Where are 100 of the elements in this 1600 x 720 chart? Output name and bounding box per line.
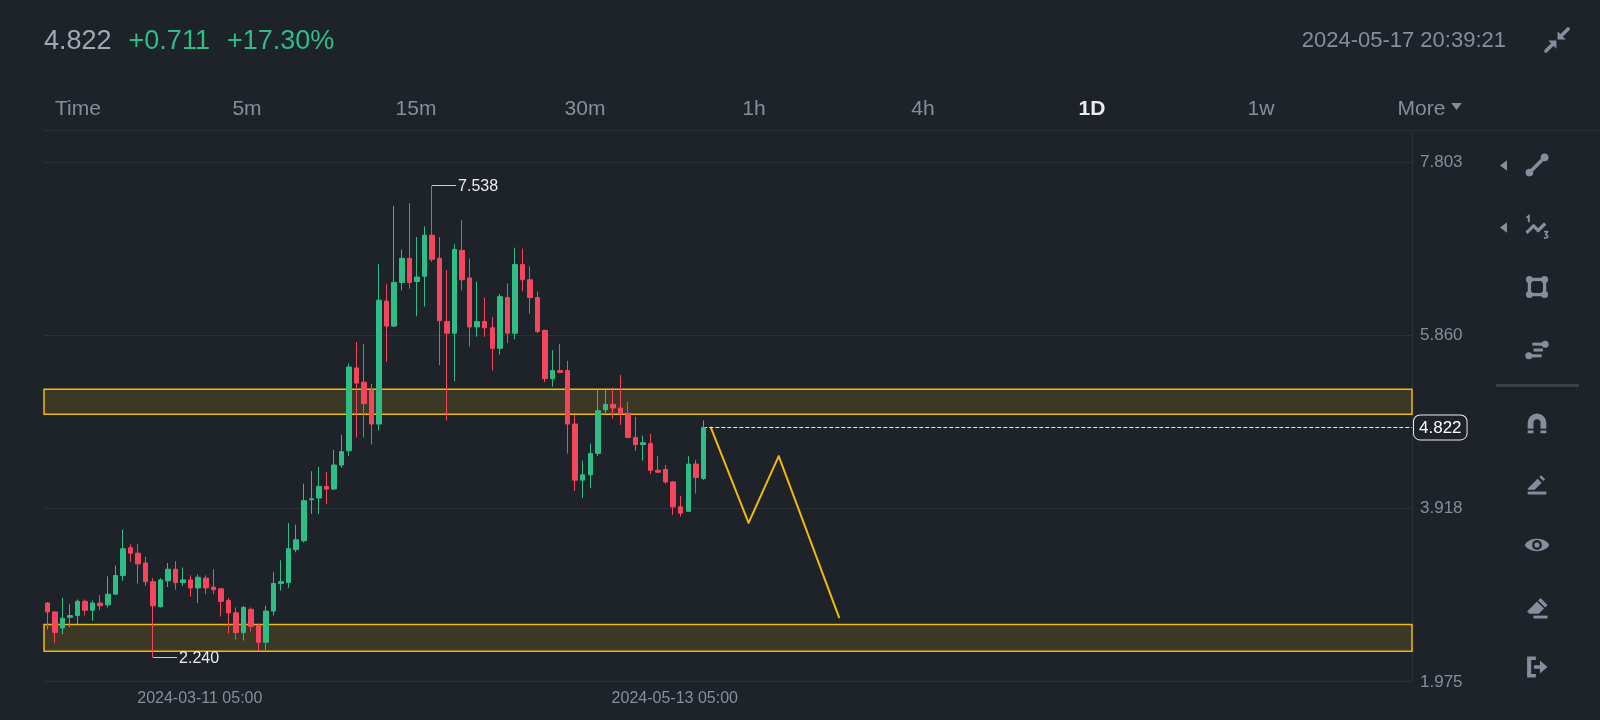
candlestick xyxy=(625,401,631,439)
candlestick xyxy=(490,316,495,372)
candlestick xyxy=(467,257,472,348)
candlestick xyxy=(422,225,427,307)
candlestick xyxy=(339,434,344,469)
candlestick xyxy=(165,562,171,588)
candlestick xyxy=(158,577,163,609)
y-tick-label: 1.975 xyxy=(1420,671,1463,691)
candlestick xyxy=(391,205,397,328)
candlestick xyxy=(557,343,563,374)
candlestick xyxy=(527,265,533,315)
text: 1D xyxy=(1078,96,1106,119)
candlestick xyxy=(633,416,638,452)
candlestick xyxy=(60,597,65,635)
candlestick xyxy=(120,529,126,582)
candlestick xyxy=(226,597,231,634)
candlestick xyxy=(595,388,601,457)
candlestick xyxy=(346,362,352,457)
candlestick xyxy=(572,414,578,492)
candlestick xyxy=(211,568,216,595)
candlestick xyxy=(301,483,307,543)
candlestick xyxy=(82,599,88,617)
candlestick xyxy=(45,601,50,631)
candlestick xyxy=(180,566,186,587)
candlestick xyxy=(407,202,412,290)
candlestick xyxy=(52,610,58,644)
candlestick xyxy=(361,343,367,438)
candlestick xyxy=(233,607,239,641)
candlestick xyxy=(414,236,420,317)
candlestick xyxy=(701,419,706,481)
candlestick xyxy=(520,248,525,292)
text: More xyxy=(1397,96,1446,119)
annotation: 7.538 xyxy=(458,177,499,195)
candlestick xyxy=(670,480,676,516)
candlestick xyxy=(105,575,111,609)
candlestick xyxy=(376,263,382,431)
candlestick xyxy=(459,219,465,291)
candlestick xyxy=(505,282,510,344)
text: Time xyxy=(55,96,101,119)
candlestick xyxy=(482,297,487,338)
candlestick xyxy=(444,269,450,421)
candlestick xyxy=(128,543,133,563)
candlestick xyxy=(663,464,668,485)
candlestick xyxy=(678,495,683,518)
candlestick xyxy=(399,248,405,291)
candlestick xyxy=(474,281,480,338)
candlestick xyxy=(610,387,616,420)
line-series xyxy=(709,426,841,619)
candlestick xyxy=(286,522,291,589)
candlestick xyxy=(331,449,337,491)
candlestick xyxy=(324,471,329,505)
candlestick xyxy=(135,543,141,584)
candlestick xyxy=(173,560,178,591)
candlestick xyxy=(203,574,209,595)
candlestick xyxy=(75,599,80,625)
text: 4h xyxy=(911,96,935,119)
text: 30m xyxy=(564,96,606,119)
text: +0.711 xyxy=(128,24,210,57)
candlestick xyxy=(686,455,691,512)
x-tick-label: 2024-05-13 05:00 xyxy=(611,688,739,706)
candlestick xyxy=(241,605,246,641)
candlestick xyxy=(655,455,661,474)
candlestick xyxy=(97,594,103,611)
candlestick xyxy=(188,574,193,598)
candlestick xyxy=(535,290,540,334)
text: 5m xyxy=(232,96,262,119)
candlestick xyxy=(640,435,646,462)
candlestick xyxy=(580,460,585,499)
text: 1w xyxy=(1247,96,1275,119)
ref-line-label: 4.822 xyxy=(1419,417,1462,437)
candlestick xyxy=(550,349,555,388)
candlestick xyxy=(648,433,653,475)
candlestick xyxy=(293,524,299,553)
candlestick xyxy=(542,329,548,383)
candlestick xyxy=(309,470,314,515)
candlestick xyxy=(263,605,269,652)
text: 1h xyxy=(742,96,766,119)
candlestick xyxy=(248,607,254,633)
y-tick-label: 5.860 xyxy=(1420,325,1463,345)
y-tick-label: 7.803 xyxy=(1420,152,1463,172)
candlestick xyxy=(256,623,261,652)
candlestick xyxy=(218,587,224,617)
text: +17.30% xyxy=(226,24,335,57)
x-tick-label: 2024-03-11 05:00 xyxy=(137,688,263,706)
candlestick xyxy=(113,565,118,595)
candlestick xyxy=(437,236,442,366)
text: 15m xyxy=(395,96,437,119)
candlestick xyxy=(588,443,593,489)
candlestick xyxy=(603,389,608,414)
candlestick xyxy=(452,243,457,382)
candlestick xyxy=(429,185,435,263)
candlestick xyxy=(316,466,322,515)
candlestick xyxy=(618,374,623,426)
text: 2024-05-17 20:39:21 xyxy=(1301,26,1506,54)
candlestick xyxy=(90,599,95,622)
candlestick xyxy=(143,556,148,587)
candlestick xyxy=(497,293,503,356)
candlestick xyxy=(384,283,389,363)
candlestick xyxy=(565,360,570,454)
candlestick xyxy=(271,571,276,617)
